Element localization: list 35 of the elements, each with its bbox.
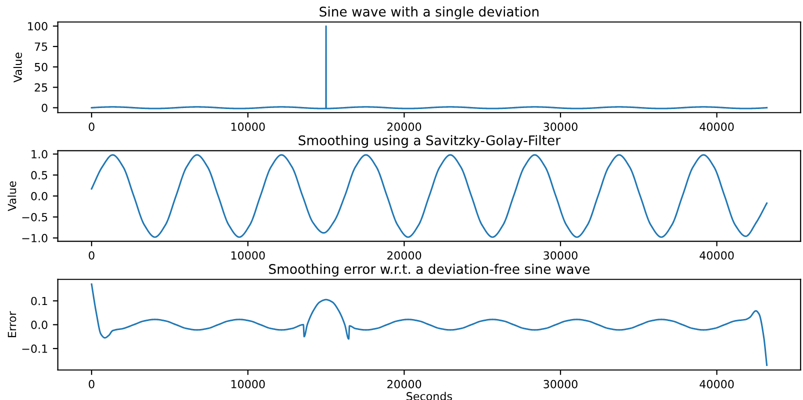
y-tick-label: 75 bbox=[34, 42, 48, 51]
x-tick-label: 40000 bbox=[700, 122, 734, 131]
x-tick-label: 20000 bbox=[387, 380, 422, 388]
x-tick-label: 40000 bbox=[700, 251, 734, 260]
y-tick-label: −0.5 bbox=[22, 212, 48, 222]
y-axis-title: Value bbox=[8, 181, 16, 212]
chart-title: Smoothing using a Savitzky-Golay-Filter bbox=[298, 135, 561, 148]
y-tick-label: 1.0 bbox=[32, 150, 48, 158]
y-tick-label: 50 bbox=[34, 62, 48, 72]
y-tick-label: 0.0 bbox=[31, 192, 48, 200]
y-tick-label: 25 bbox=[34, 83, 48, 92]
y-tick-label: 0.5 bbox=[31, 170, 48, 180]
y-tick-label: 100 bbox=[28, 22, 48, 30]
x-tick-label: 10000 bbox=[231, 122, 265, 131]
y-tick-label: 0 bbox=[42, 104, 48, 112]
x-tick-label: 0 bbox=[88, 380, 94, 388]
x-tick-label: 30000 bbox=[544, 251, 578, 260]
x-tick-label: 20000 bbox=[387, 122, 422, 131]
x-tick-label: 0 bbox=[88, 251, 94, 260]
x-tick-label: 30000 bbox=[544, 122, 578, 131]
y-tick-label: 0.1 bbox=[31, 296, 48, 306]
y-tick-label: 0.0 bbox=[31, 320, 48, 330]
chart-title: Sine wave with a single deviation bbox=[320, 6, 538, 20]
x-tick-label: 0 bbox=[88, 122, 94, 131]
x-tick-label: 10000 bbox=[231, 251, 265, 260]
x-tick-label: 10000 bbox=[231, 380, 265, 388]
x-axis-title: Seconds bbox=[406, 392, 452, 400]
x-tick-label: 30000 bbox=[544, 380, 578, 388]
x-tick-label: 20000 bbox=[387, 251, 422, 260]
y-tick-label: −1.0 bbox=[22, 234, 48, 242]
y-axis-title: Value bbox=[13, 52, 22, 82]
chart-title: Smoothing error w.r.t. a deviation-free sine wave bbox=[269, 264, 590, 277]
x-tick-label: 40000 bbox=[700, 380, 734, 388]
y-tick-label: −0.1 bbox=[22, 344, 48, 353]
y-axis-title: Error bbox=[8, 311, 16, 338]
